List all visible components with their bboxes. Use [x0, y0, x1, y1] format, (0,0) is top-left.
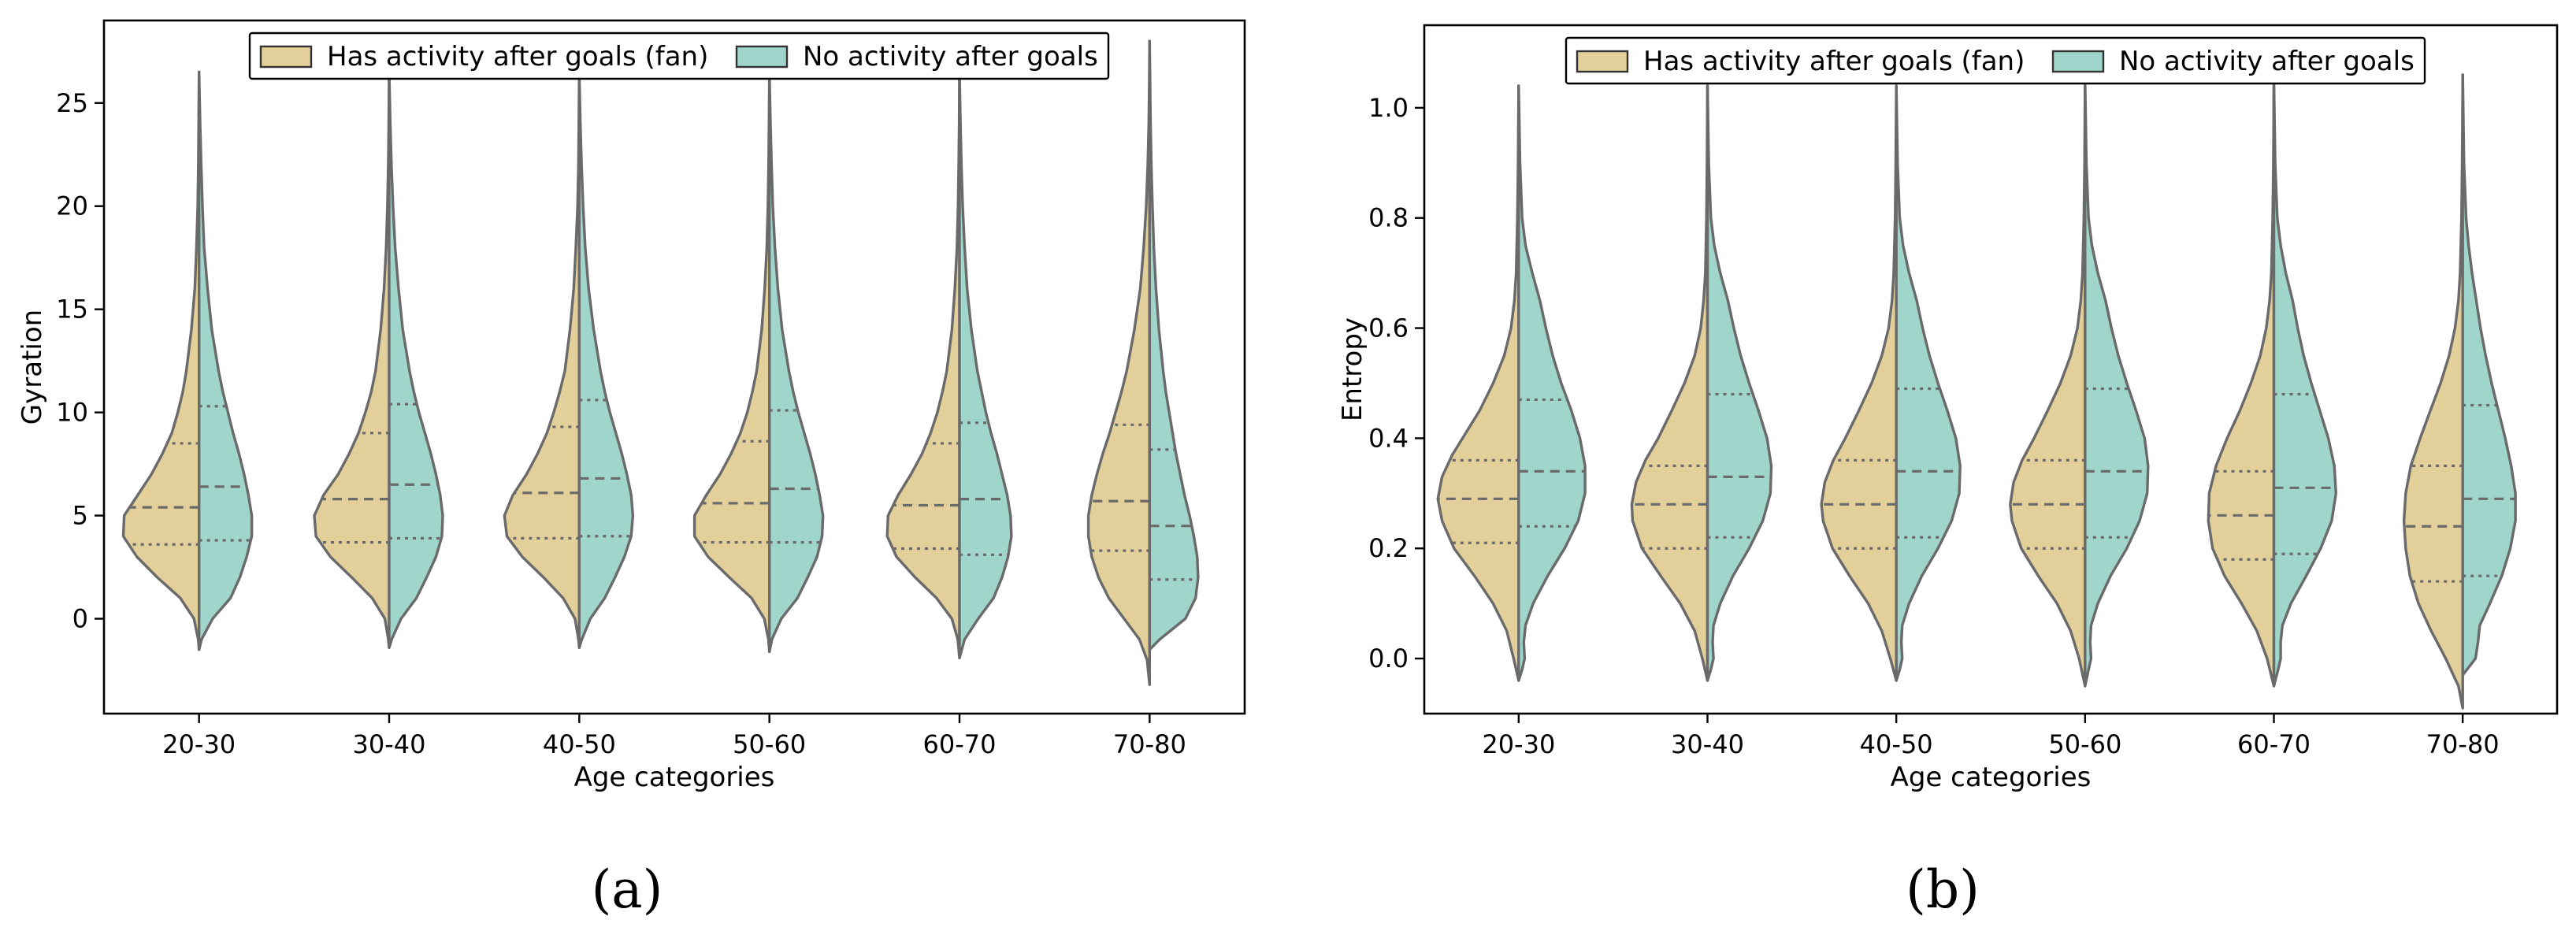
axes-frame	[1423, 24, 2559, 715]
y-tick-label: 0.0	[1368, 644, 1409, 673]
violin-no-activity-60-70	[958, 70, 1013, 659]
panel-b: 0.0 0.2 0.4 0.6 0.8 1.0 20-30 30-40 40-50 50-60 60…	[1337, 24, 2559, 920]
violin-fan-70-80	[1086, 39, 1151, 686]
x-tick-label: 20-30	[1482, 729, 1555, 759]
legend-swatch	[2051, 50, 2105, 73]
x-tick-label: 50-60	[733, 729, 806, 759]
x-tick-label: 60-70	[2237, 729, 2311, 759]
x-axis-label: Age categories	[1891, 762, 2092, 793]
violin-no-activity-70-80	[1148, 39, 1200, 651]
y-tick-label: 25	[56, 88, 88, 118]
violin-no-activity-70-80	[2461, 73, 2517, 677]
legend-swatch	[1576, 50, 1629, 73]
violin-no-activity-30-40	[1706, 84, 1773, 682]
y-tick-label: 0	[72, 604, 88, 634]
legend-box	[1565, 36, 2426, 85]
legend-swatch	[259, 45, 313, 69]
violin-fan-30-40	[313, 70, 391, 649]
violin-no-activity-50-60	[2084, 79, 2150, 688]
y-tick-label: 0.4	[1368, 423, 1409, 453]
violin-fan-70-80	[2402, 73, 2464, 710]
violin-no-activity-40-50	[1895, 84, 1962, 682]
legend-label: Has activity after goals (fan)	[1643, 46, 2025, 77]
y-tick-label: 0.2	[1368, 533, 1409, 563]
legend-swatch	[735, 45, 789, 69]
legend: Has activity after goals (fan) No activit…	[1565, 36, 2426, 85]
y-tick-label: 5	[72, 501, 88, 531]
legend: Has activity after goals (fan) No activit…	[248, 32, 1110, 80]
violin-no-activity-60-70	[2272, 79, 2337, 688]
violin-fan-50-60	[692, 70, 771, 654]
y-tick-label: 0.6	[1368, 313, 1409, 343]
violin-no-activity-20-30	[198, 70, 254, 651]
violin-no-activity-40-50	[577, 70, 635, 649]
violin-fan-60-70	[885, 70, 961, 659]
legend-label: No activity after goals	[803, 41, 1098, 72]
x-tick-label: 50-60	[2048, 729, 2121, 759]
violin-fan-40-50	[503, 70, 581, 649]
panel-caption: (a)	[592, 859, 663, 920]
violin-no-activity-20-30	[1517, 84, 1587, 682]
x-tick-label: 60-70	[923, 729, 997, 759]
legend-label: No activity after goals	[2119, 46, 2415, 77]
violin-no-activity-30-40	[388, 70, 444, 649]
violin-fan-50-60	[2009, 79, 2087, 688]
violin-fan-40-50	[1820, 84, 1898, 682]
y-tick-label: 1.0	[1368, 93, 1409, 123]
x-tick-label: 20-30	[162, 729, 236, 759]
panel-caption: (b)	[1906, 859, 1980, 920]
legend-box	[248, 32, 1110, 80]
x-tick-label: 30-40	[353, 729, 426, 759]
y-tick-label: 20	[56, 191, 88, 221]
legend-label: Has activity after goals (fan)	[327, 41, 708, 72]
y-tick-label: 0.8	[1368, 203, 1409, 233]
y-tick-label: 15	[56, 295, 88, 325]
violin-fan-60-70	[2207, 79, 2276, 688]
x-axis-label: Age categories	[574, 762, 775, 793]
x-tick-label: 40-50	[1860, 729, 1933, 759]
x-tick-label: 70-80	[2426, 729, 2500, 759]
axes-frame	[102, 19, 1246, 715]
violin-no-activity-50-60	[768, 70, 825, 654]
y-axis-label: Entropy	[1337, 317, 1368, 421]
x-tick-label: 40-50	[543, 729, 616, 759]
violin-fan-20-30	[121, 70, 201, 651]
violin-fan-20-30	[1436, 84, 1520, 682]
y-axis-label: Gyration	[17, 310, 48, 425]
x-tick-label: 30-40	[1671, 729, 1744, 759]
panel-a: 0 5 10 15 20 25 20-30 30-40 40-50 50-60 60-70 70-80…	[17, 19, 1246, 920]
x-tick-label: 70-80	[1113, 729, 1186, 759]
violin-fan-30-40	[1630, 84, 1709, 682]
y-tick-label: 10	[56, 398, 88, 428]
